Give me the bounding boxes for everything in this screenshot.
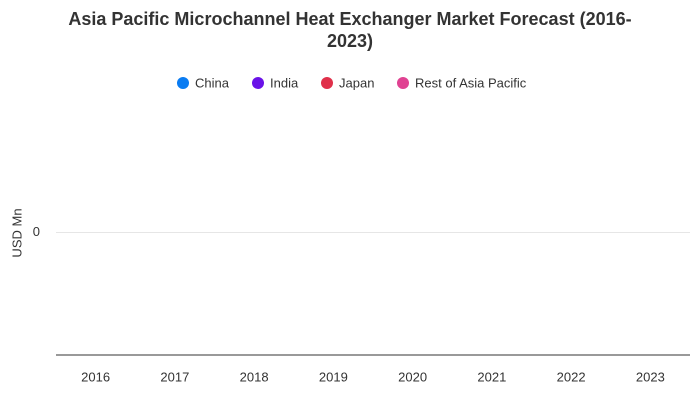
legend-swatch bbox=[397, 77, 409, 89]
x-tick-label: 2022 bbox=[557, 369, 586, 384]
x-tick-label: 2021 bbox=[477, 369, 506, 384]
x-tick-label: 2019 bbox=[319, 369, 348, 384]
legend-swatch bbox=[177, 77, 189, 89]
y-tick-label: 0 bbox=[33, 224, 40, 239]
x-tick-label: 2018 bbox=[240, 369, 269, 384]
legend-swatch bbox=[252, 77, 264, 89]
x-tick-label: 2020 bbox=[398, 369, 427, 384]
legend-swatch bbox=[321, 77, 333, 89]
legend-label: Rest of Asia Pacific bbox=[415, 75, 527, 90]
legend-label: China bbox=[195, 75, 230, 90]
legend-label: India bbox=[270, 75, 299, 90]
y-axis-label: USD Mn bbox=[9, 208, 24, 257]
x-tick-label: 2023 bbox=[636, 369, 665, 384]
x-tick-label: 2017 bbox=[160, 369, 189, 384]
chart-title: Asia Pacific Microchannel Heat Exchanger… bbox=[68, 9, 631, 51]
x-tick-label: 2016 bbox=[81, 369, 110, 384]
legend-label: Japan bbox=[339, 75, 374, 90]
